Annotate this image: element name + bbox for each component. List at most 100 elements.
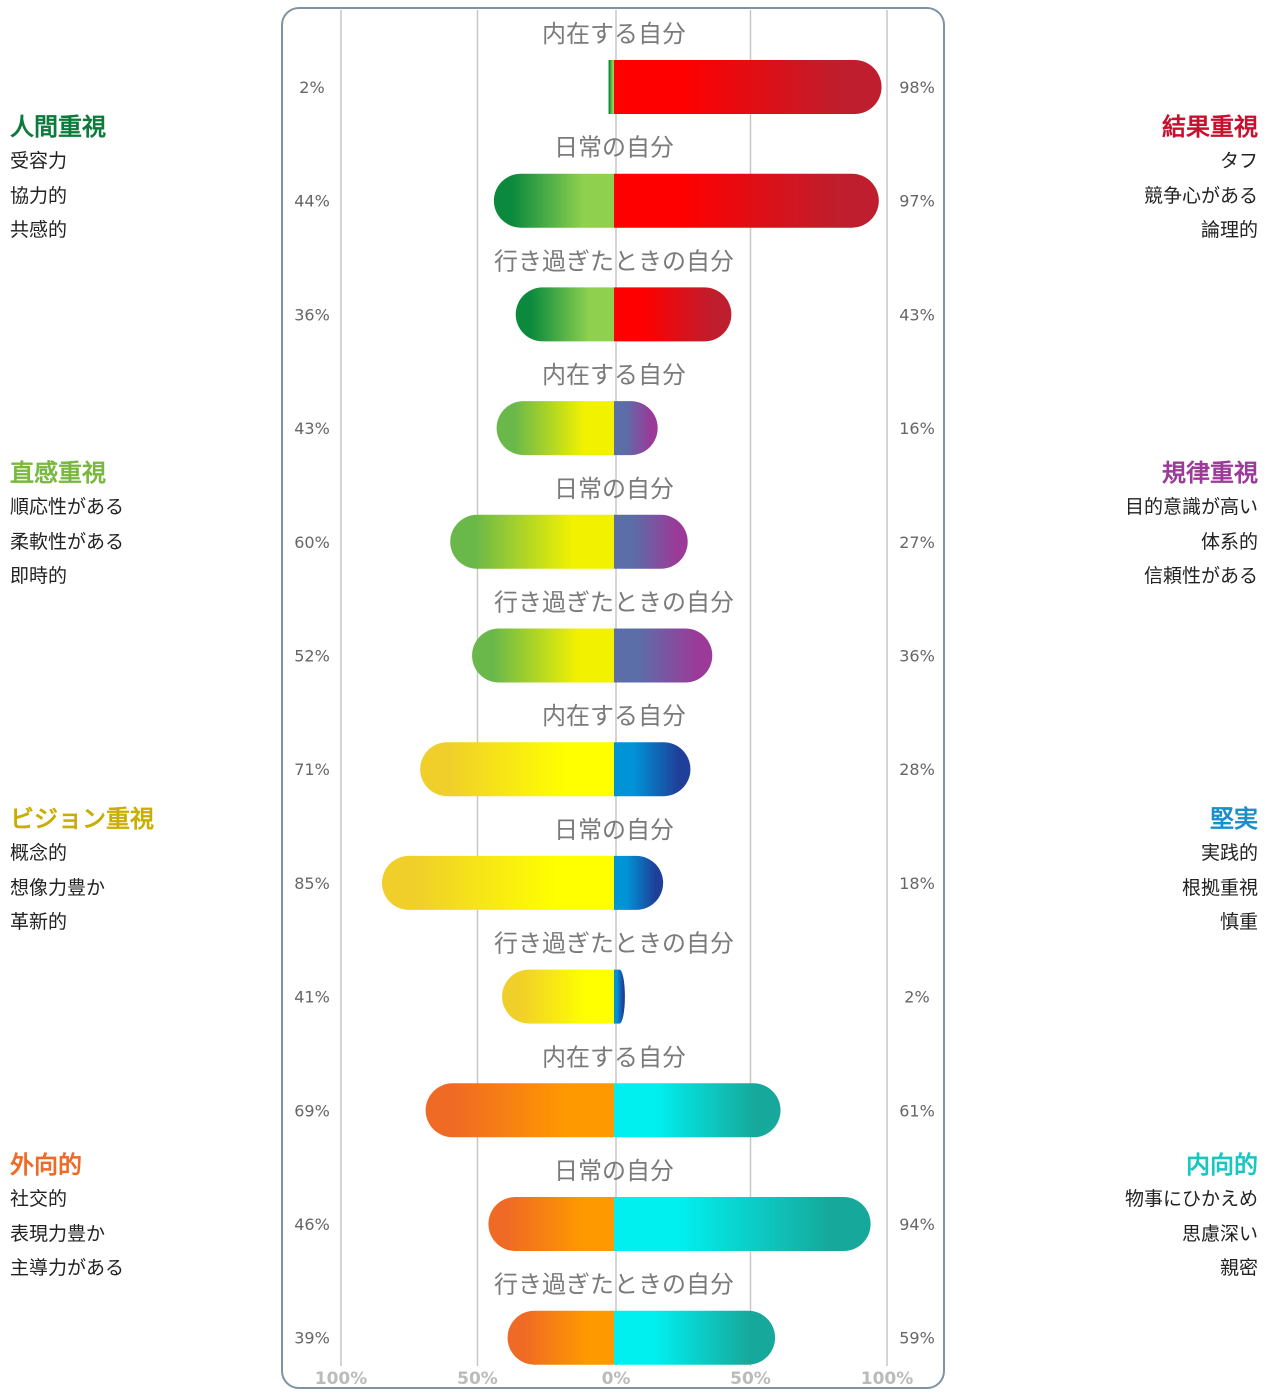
right-group-title: 結果重視 xyxy=(1162,113,1258,141)
left-group-trait: 革新的 xyxy=(10,911,68,933)
left-value-label: 36% xyxy=(294,305,330,324)
right-group-trait: タフ xyxy=(1219,150,1258,172)
bar-right xyxy=(614,173,879,228)
right-group-trait: 目的意識が高い xyxy=(1124,496,1258,518)
bar-right xyxy=(614,1310,776,1365)
left-group-trait: 主導力がある xyxy=(10,1257,125,1279)
row-caption: 行き過ぎたときの自分 xyxy=(494,247,734,275)
right-group: 内向的 物事にひかえめ 思慮深い 親密 xyxy=(998,1148,1258,1286)
right-group-trait: 親密 xyxy=(1219,1257,1258,1279)
left-group-title: ビジョン重視 xyxy=(10,805,154,833)
bar-left xyxy=(420,742,614,797)
left-group-trait: 協力的 xyxy=(10,184,68,207)
chart-panel xyxy=(281,7,945,1389)
right-group-trait: 信頼性がある xyxy=(1143,565,1258,587)
row-caption: 内在する自分 xyxy=(542,20,686,48)
left-value-label: 69% xyxy=(294,1101,330,1120)
x-tick-label: 50% xyxy=(730,1369,771,1389)
row-caption: 日常の自分 xyxy=(554,816,674,844)
x-tick-label: 100% xyxy=(861,1369,914,1389)
left-group-title: 外向的 xyxy=(10,1151,82,1179)
row-caption: 内在する自分 xyxy=(542,702,686,730)
row-caption: 日常の自分 xyxy=(554,1157,674,1185)
right-group-trait: 根拠重視 xyxy=(1181,876,1258,899)
left-value-label: 41% xyxy=(294,988,330,1007)
bar-left xyxy=(381,855,614,910)
right-value-label: 94% xyxy=(899,1215,935,1234)
grid-lines xyxy=(340,10,888,1366)
bar-right xyxy=(614,628,713,683)
left-value-label: 44% xyxy=(294,192,330,211)
left-value-label: 85% xyxy=(294,874,330,893)
right-group-trait: 物事にひかえめ xyxy=(1124,1188,1258,1210)
right-group-title: 内向的 xyxy=(1186,1151,1258,1179)
right-value-label: 36% xyxy=(899,647,935,666)
right-value-label: 16% xyxy=(899,419,935,438)
left-group: 直感重視順応性がある 柔軟性がある 即時的 xyxy=(10,456,270,594)
x-tick-label: 50% xyxy=(457,1369,498,1389)
right-value-label: 43% xyxy=(899,305,935,324)
right-group-title: 規律重視 xyxy=(1162,459,1258,487)
bar-right xyxy=(614,742,691,797)
row-caption: 行き過ぎたときの自分 xyxy=(494,930,734,958)
left-group-trait: 表現力豊か xyxy=(10,1222,106,1245)
left-group-trait: 社交的 xyxy=(10,1188,68,1210)
left-value-label: 46% xyxy=(294,1215,330,1234)
bar-left xyxy=(450,514,614,569)
right-value-label: 27% xyxy=(899,533,935,552)
bar-left xyxy=(425,1083,614,1138)
bar-left xyxy=(608,60,614,114)
left-value-label: 52% xyxy=(294,647,330,666)
left-group: 人間重視受容力協力的共感的 xyxy=(10,110,270,248)
x-tick-label: 0% xyxy=(602,1369,631,1389)
bar-left xyxy=(488,1197,614,1251)
bar-left xyxy=(515,287,614,342)
left-group: ビジョン重視概念的想像力豊か革新的 xyxy=(10,802,270,940)
x-tick-label: 100% xyxy=(315,1369,368,1389)
left-group-trait: 概念的 xyxy=(10,842,68,864)
bar-right xyxy=(614,1197,871,1251)
left-value-label: 43% xyxy=(294,419,330,438)
left-group-trait: 想像力豊か xyxy=(10,876,106,899)
right-group-trait: 論理的 xyxy=(1200,219,1258,241)
right-value-label: 61% xyxy=(899,1101,935,1120)
right-value-label: 2% xyxy=(904,988,929,1007)
bar-right xyxy=(614,855,664,910)
bar-left xyxy=(507,1310,614,1365)
left-group-trait: 受容力 xyxy=(10,150,68,172)
right-group-trait: 実践的 xyxy=(1200,842,1258,864)
row-caption: 日常の自分 xyxy=(554,134,674,162)
bars xyxy=(381,60,882,1365)
bar-right xyxy=(614,401,658,456)
right-value-label: 97% xyxy=(899,192,935,211)
left-group: 外向的社交的表現力豊か主導力がある xyxy=(10,1148,270,1286)
row-caption: 行き過ぎたときの自分 xyxy=(494,589,734,617)
bar-left xyxy=(472,628,614,683)
left-value-label: 2% xyxy=(299,78,324,97)
left-value-label: 39% xyxy=(294,1329,330,1348)
right-value-label: 98% xyxy=(899,78,935,97)
right-group: 結果重視 タフ 競争心がある 論理的 xyxy=(998,110,1258,248)
left-group-title: 直感重視 xyxy=(10,459,106,487)
right-group: 規律重視目的意識が高い体系的信頼性がある xyxy=(998,456,1258,594)
bar-right xyxy=(614,514,688,569)
row-caption: 内在する自分 xyxy=(542,361,686,389)
left-group-trait: 即時的 xyxy=(10,565,68,587)
bar-right xyxy=(614,60,882,114)
left-group-title: 人間重視 xyxy=(10,113,106,141)
left-group-trait: 順応性がある xyxy=(10,496,125,518)
right-value-label: 28% xyxy=(899,760,935,779)
bar-left xyxy=(493,173,614,228)
row-caption: 行き過ぎたときの自分 xyxy=(494,1271,734,1299)
bar-left xyxy=(496,401,614,456)
labels: 100% 50% 0% 50% 100% 内在する自分 2% 98% 日常の自分 44% 97% 行き… xyxy=(294,20,935,1389)
bar-right xyxy=(614,287,732,342)
left-group-trait: 柔軟性がある xyxy=(10,530,125,553)
right-group-trait: 体系的 xyxy=(1200,530,1258,553)
left-group-trait: 共感的 xyxy=(10,219,68,241)
right-group: 堅実 実践的 根拠重視 慎重 xyxy=(998,802,1258,940)
bar-left xyxy=(502,969,614,1024)
row-caption: 日常の自分 xyxy=(554,475,674,503)
right-value-label: 18% xyxy=(899,874,935,893)
